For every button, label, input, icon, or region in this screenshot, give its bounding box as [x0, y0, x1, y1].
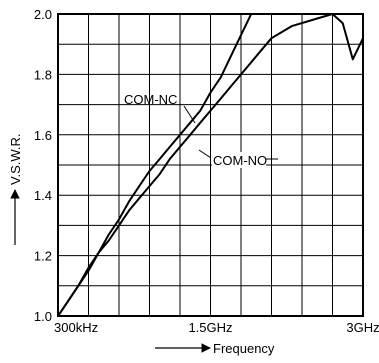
x-axis-label: Frequency: [213, 341, 275, 356]
x-tick-labels: 300kHz 1.5GHz 3GHz: [54, 320, 379, 335]
y-tick-label: 1.8: [34, 67, 52, 82]
y-tick-labels: 1.0 1.2 1.4 1.6 1.8 2.0: [34, 7, 52, 324]
annotation-com-no-bg: [212, 152, 266, 168]
y-tick-label: 1.6: [34, 128, 52, 143]
series-line-com-no: [58, 14, 363, 316]
annotation-com-no: COM-NO: [213, 153, 267, 168]
series-line-com-nc: [58, 14, 363, 316]
y-tick-label: 1.2: [34, 249, 52, 264]
annotation-com-no-leader: [198, 149, 212, 159]
y-tick-label: 1.0: [34, 309, 52, 324]
x-tick-label: 3GHz: [346, 320, 379, 335]
y-axis-label-group: V.S.W.R.: [8, 133, 23, 245]
y-tick-label: 2.0: [34, 7, 52, 22]
y-axis-label: V.S.W.R.: [8, 133, 23, 185]
annotation-com-nc-leader: [183, 105, 196, 124]
x-axis-label-group: Frequency: [155, 341, 275, 356]
y-tick-label: 1.4: [34, 188, 52, 203]
x-tick-label: 1.5GHz: [188, 320, 232, 335]
plot-frame: [57, 13, 364, 317]
grid-lines: [58, 14, 363, 316]
x-tick-label: 300kHz: [54, 320, 98, 335]
annotation-com-nc: COM-NC: [124, 92, 177, 107]
series-layer: [58, 14, 363, 316]
